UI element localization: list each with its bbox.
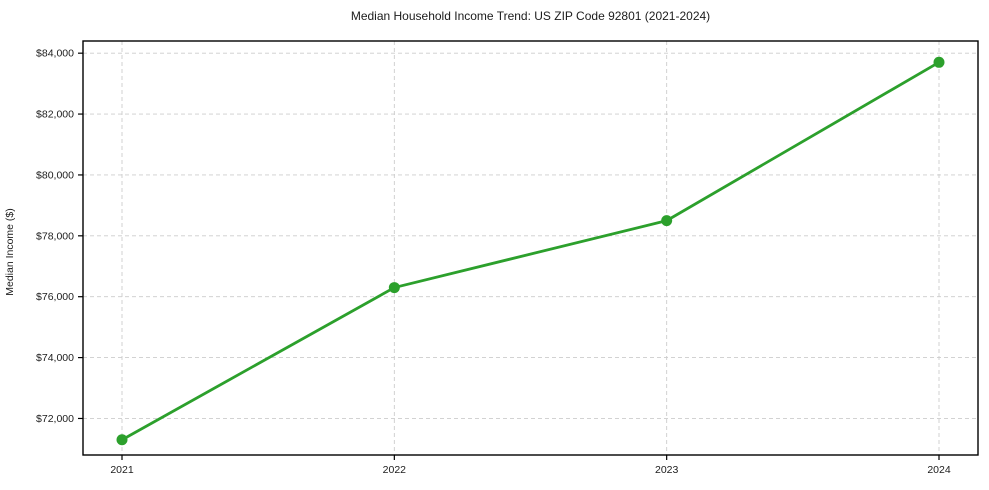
y-tick-label: $74,000	[36, 352, 74, 364]
x-tick-label: 2022	[383, 464, 407, 476]
trend-line	[120, 60, 941, 442]
x-tick-label: 2024	[927, 464, 951, 476]
y-tick-label: $76,000	[36, 291, 74, 303]
data-point-2022	[388, 282, 400, 294]
data-point-2023	[661, 215, 673, 227]
y-tick-label: $84,000	[36, 48, 74, 60]
y-tick-label: $78,000	[36, 230, 74, 242]
x-tick-label: 2023	[655, 464, 679, 476]
y-tick-label: $82,000	[36, 109, 74, 121]
data-point-2021	[116, 434, 128, 446]
y-tick-label: $80,000	[36, 169, 74, 181]
plot-border	[82, 40, 979, 456]
y-tick-label: $72,000	[36, 413, 74, 425]
data-point-2024	[933, 56, 945, 68]
chart-title: Median Household Income Trend: US ZIP Co…	[350, 9, 711, 23]
x-tick-label: 2021	[110, 464, 134, 476]
